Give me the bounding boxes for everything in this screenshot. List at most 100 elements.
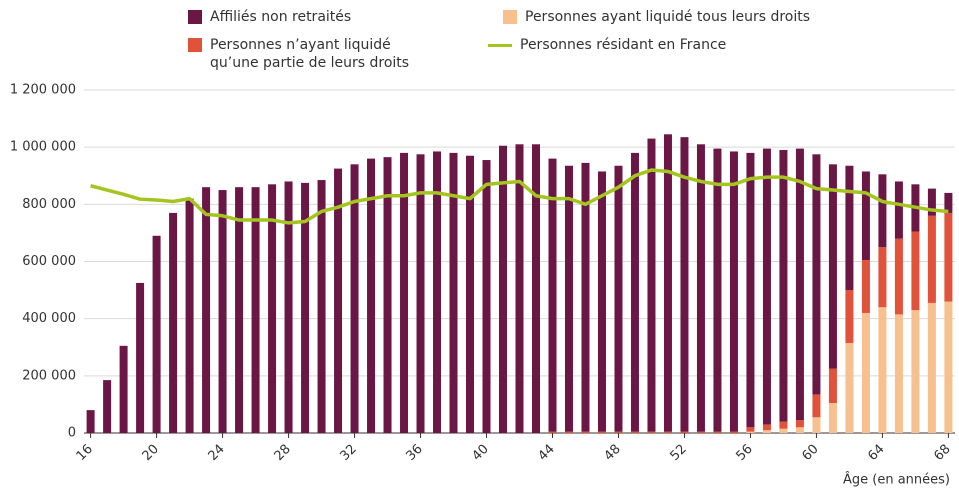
bar-segment bbox=[466, 155, 475, 433]
legend-swatch bbox=[188, 38, 202, 52]
bar-segment bbox=[268, 184, 277, 433]
bar-segment bbox=[301, 182, 310, 433]
x-tick-label: 64 bbox=[865, 442, 887, 464]
bar-segment bbox=[367, 158, 376, 433]
bar-segment bbox=[746, 427, 755, 432]
bar-segment bbox=[449, 152, 458, 433]
bar-segment bbox=[861, 260, 870, 313]
y-tick-label: 0 bbox=[68, 426, 76, 441]
bar-segment bbox=[680, 137, 689, 432]
bar-segment bbox=[878, 174, 887, 248]
bar-segment bbox=[845, 165, 854, 291]
bar-segment bbox=[845, 342, 854, 433]
bar-segment bbox=[119, 345, 128, 433]
bar-segment bbox=[911, 231, 920, 311]
bar-segment bbox=[185, 198, 194, 433]
bar-segment bbox=[251, 187, 260, 433]
bar-segment bbox=[729, 431, 738, 433]
x-tick-label: 16 bbox=[74, 442, 96, 464]
legend-swatch bbox=[488, 44, 512, 47]
bar-segment bbox=[894, 314, 903, 433]
bar-segment bbox=[548, 158, 557, 432]
bar-segment bbox=[729, 151, 738, 432]
bar-segment bbox=[597, 171, 606, 432]
bar-segment bbox=[713, 431, 722, 433]
bar-segment bbox=[762, 424, 771, 431]
bar-segment bbox=[136, 282, 145, 433]
bar-segment bbox=[317, 180, 326, 433]
bar-segment bbox=[861, 171, 870, 261]
y-tick-label: 200 000 bbox=[22, 368, 76, 383]
legend-entry: Personnes n’ayant liquidé qu’une partie … bbox=[188, 36, 438, 72]
bar-segment bbox=[927, 215, 936, 303]
bar-segment bbox=[647, 138, 656, 432]
legend-swatch bbox=[503, 10, 517, 24]
bar-segment bbox=[927, 188, 936, 216]
bar-segment bbox=[828, 402, 837, 433]
bar-segment bbox=[564, 431, 573, 433]
bar-segment bbox=[581, 162, 590, 432]
bar-segment bbox=[696, 431, 705, 433]
bar-segment bbox=[878, 247, 887, 308]
bar-segment bbox=[614, 431, 623, 433]
bar-segment bbox=[878, 307, 887, 433]
x-tick-label: 44 bbox=[535, 442, 557, 464]
bar-segment bbox=[944, 212, 953, 302]
bar-segment bbox=[531, 144, 540, 433]
bar-segment bbox=[713, 148, 722, 432]
bar-segment bbox=[779, 428, 788, 433]
bar-segment bbox=[746, 431, 755, 433]
x-tick-label: 48 bbox=[601, 442, 623, 464]
bar-segment bbox=[795, 420, 804, 428]
bar-segment bbox=[828, 368, 837, 403]
bar-segment bbox=[779, 421, 788, 429]
bar-segment bbox=[284, 181, 293, 433]
bar-segment bbox=[630, 152, 639, 432]
y-tick-label: 600 000 bbox=[22, 254, 76, 269]
bar-segment bbox=[680, 431, 689, 433]
bar-segment bbox=[762, 148, 771, 425]
bar-segment bbox=[152, 235, 161, 433]
bar-segment bbox=[548, 431, 557, 433]
bar-segment bbox=[597, 431, 606, 433]
bar-segment bbox=[663, 134, 672, 432]
x-tick-label: 24 bbox=[206, 442, 228, 464]
bar-segment bbox=[202, 187, 211, 433]
y-tick-label: 1 000 000 bbox=[10, 140, 76, 155]
bar-segment bbox=[433, 151, 442, 433]
bar-segment bbox=[795, 148, 804, 421]
legend-label: Personnes n’ayant liquidé qu’une partie … bbox=[210, 37, 410, 71]
legend-label: Personnes ayant liquidé tous leurs droit… bbox=[525, 9, 811, 25]
bar-segment bbox=[911, 310, 920, 433]
x-tick-label: 20 bbox=[140, 442, 162, 464]
bar-segment bbox=[944, 192, 953, 213]
legend-entry: Affiliés non retraités bbox=[188, 8, 351, 26]
bar-segment bbox=[762, 430, 771, 433]
bar-segment bbox=[235, 187, 244, 433]
legend-entry: Personnes ayant liquidé tous leurs droit… bbox=[503, 8, 810, 26]
bar-segment bbox=[894, 238, 903, 315]
bar-segment bbox=[944, 301, 953, 433]
line-series bbox=[90, 168, 949, 225]
bar-segment bbox=[499, 145, 508, 434]
bar-segment bbox=[779, 150, 788, 422]
bar-segment bbox=[647, 431, 656, 433]
bar-segment bbox=[218, 190, 227, 433]
x-tick-label: 52 bbox=[667, 442, 689, 464]
bar-segment bbox=[169, 212, 178, 433]
legend-label: Affiliés non retraités bbox=[210, 9, 352, 25]
x-tick-label: 40 bbox=[470, 442, 492, 464]
y-tick-label: 800 000 bbox=[22, 197, 76, 212]
x-tick-label: 36 bbox=[404, 442, 426, 464]
bar-segment bbox=[581, 431, 590, 433]
legend-swatch bbox=[188, 10, 202, 24]
bar-segment bbox=[746, 152, 755, 428]
bar-segment bbox=[350, 164, 359, 434]
bar-segment bbox=[416, 154, 425, 433]
legend-entry: Personnes résidant en France bbox=[488, 36, 726, 54]
bar-segment bbox=[614, 165, 623, 432]
bar-segment bbox=[103, 380, 112, 433]
bar-segment bbox=[927, 302, 936, 433]
bar-segment bbox=[894, 181, 903, 239]
